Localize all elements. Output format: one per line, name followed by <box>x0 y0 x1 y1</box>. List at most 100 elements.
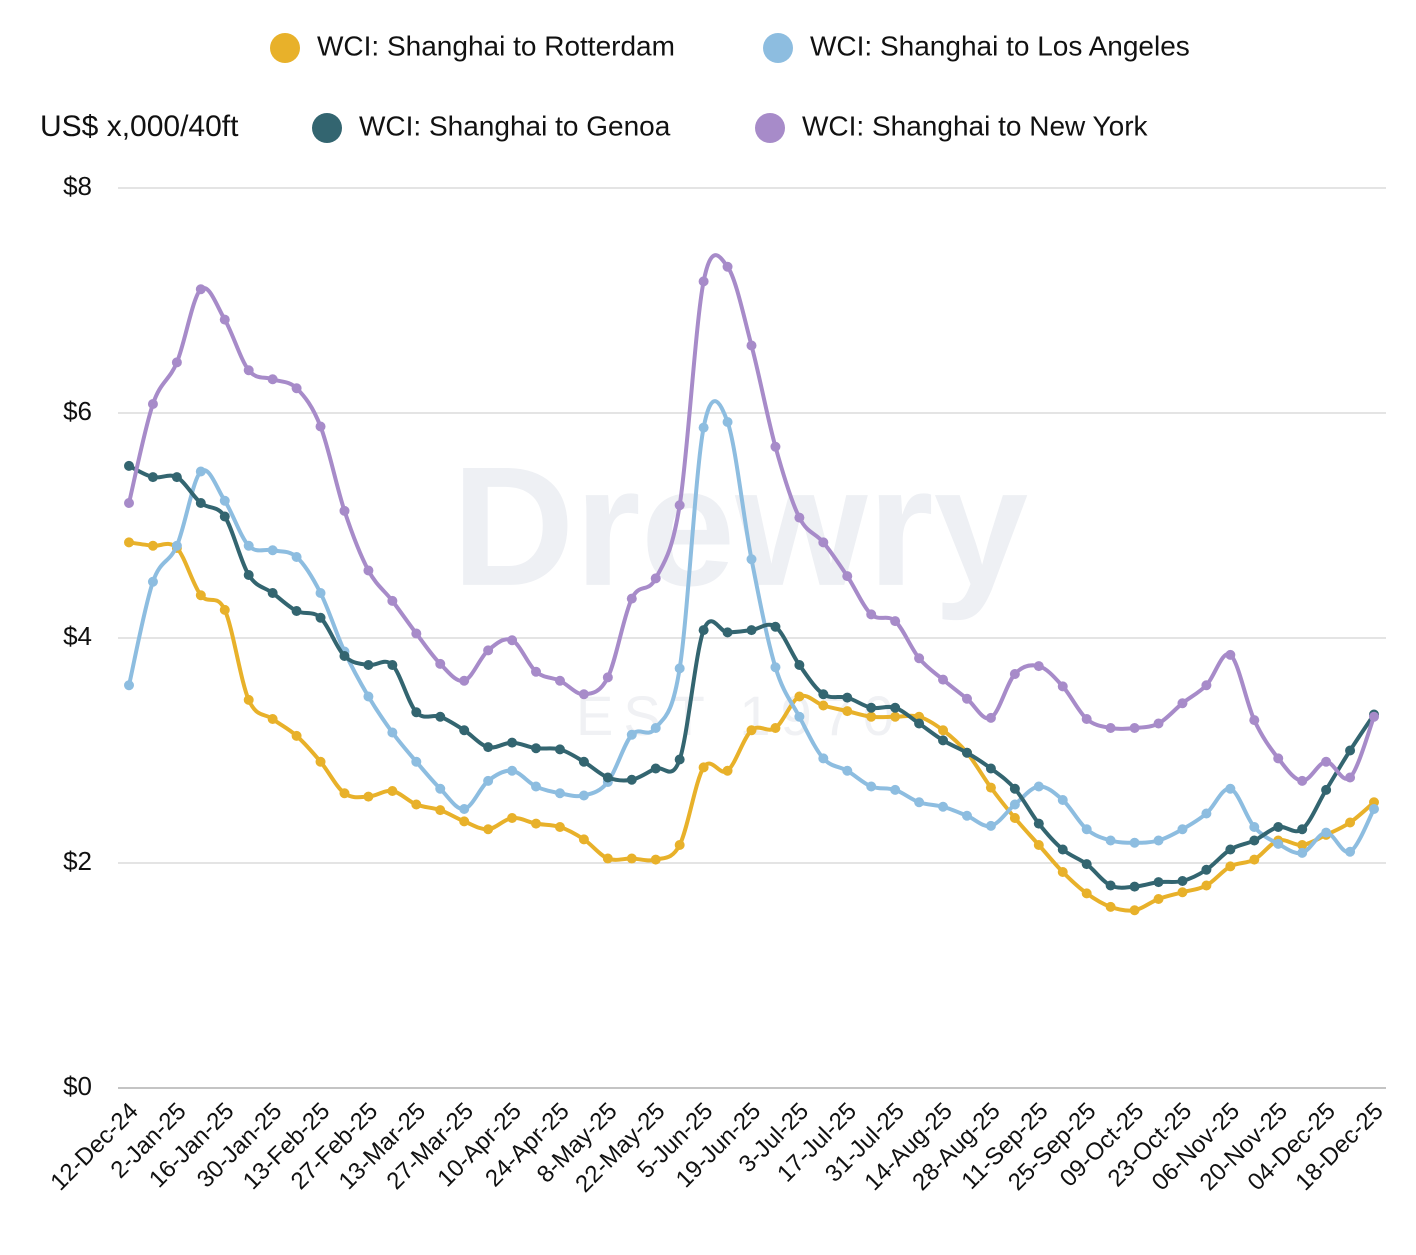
data-point <box>483 742 494 753</box>
data-point <box>1129 723 1140 733</box>
data-point <box>1201 880 1212 891</box>
data-point <box>1057 681 1068 692</box>
data-point <box>219 511 230 522</box>
data-point <box>1081 824 1092 835</box>
data-point <box>339 651 350 661</box>
data-point <box>698 762 709 773</box>
data-point <box>722 627 733 638</box>
data-point <box>914 653 925 664</box>
data-point <box>1297 824 1308 835</box>
data-point <box>1297 847 1308 858</box>
data-point <box>531 781 542 792</box>
legend-label: WCI: Shanghai to Rotterdam <box>317 30 675 61</box>
y-tick-label: $0 <box>63 1071 92 1101</box>
data-point <box>459 804 470 814</box>
data-point <box>1201 680 1212 691</box>
data-point <box>1177 824 1188 835</box>
y-tick-label: $8 <box>63 171 92 201</box>
data-point <box>1081 859 1092 870</box>
data-point <box>1297 775 1308 786</box>
data-point <box>1057 867 1068 877</box>
data-point <box>722 261 733 272</box>
data-point <box>411 756 422 767</box>
data-point <box>1033 818 1044 829</box>
data-point <box>938 674 949 685</box>
data-point <box>1081 888 1092 899</box>
data-point <box>243 570 254 580</box>
data-point <box>1177 887 1188 898</box>
y-axis-label: US$ x,000/40ft <box>40 110 239 143</box>
data-point <box>626 729 637 740</box>
data-point <box>866 711 877 722</box>
data-point <box>124 460 134 471</box>
data-point <box>578 790 589 801</box>
data-point <box>650 854 661 865</box>
data-point <box>914 797 925 808</box>
data-point <box>387 660 398 670</box>
data-point <box>147 399 158 409</box>
data-point <box>1129 837 1140 848</box>
data-point <box>985 820 996 831</box>
data-point <box>243 365 254 376</box>
data-point <box>411 799 422 810</box>
data-point <box>1177 698 1188 709</box>
data-point <box>1129 881 1140 892</box>
data-point <box>1249 715 1260 726</box>
data-point <box>291 552 302 562</box>
data-point <box>866 609 877 620</box>
data-point <box>842 706 853 717</box>
data-point <box>961 810 972 821</box>
data-point <box>267 714 278 724</box>
data-point <box>411 628 422 639</box>
data-point <box>195 590 206 601</box>
data-point <box>1297 840 1308 850</box>
data-point <box>124 680 134 691</box>
data-point <box>698 625 709 636</box>
data-point <box>842 765 853 776</box>
data-point <box>363 691 374 702</box>
data-point <box>507 737 518 748</box>
data-point <box>674 840 685 850</box>
data-point <box>1369 804 1379 814</box>
data-point <box>1249 835 1260 846</box>
data-point <box>746 554 757 565</box>
data-point <box>1225 649 1236 660</box>
data-point <box>1225 844 1236 855</box>
watermark: Drewry <box>452 432 1028 622</box>
data-point <box>483 645 494 656</box>
data-point <box>1177 876 1188 886</box>
data-point <box>459 675 470 686</box>
data-point <box>602 772 613 783</box>
data-point <box>578 834 589 845</box>
data-point <box>1009 783 1020 794</box>
data-point <box>195 466 206 477</box>
data-point <box>315 612 326 623</box>
legend-marker <box>763 33 793 63</box>
data-point <box>315 588 326 598</box>
legend-label: WCI: Shanghai to Los Angeles <box>810 30 1190 61</box>
data-point <box>1033 661 1044 672</box>
data-point <box>554 744 565 755</box>
y-tick-label: $4 <box>63 621 92 651</box>
data-point <box>602 672 613 683</box>
data-point <box>195 498 206 508</box>
data-point <box>147 540 158 551</box>
data-point <box>1153 835 1164 846</box>
data-point <box>914 718 925 729</box>
data-point <box>291 730 302 741</box>
data-point <box>866 781 877 792</box>
data-point <box>1345 817 1356 828</box>
data-point <box>746 340 757 351</box>
data-point <box>1345 745 1356 756</box>
data-point <box>554 822 565 832</box>
data-point <box>746 725 757 736</box>
data-point <box>1321 784 1332 795</box>
data-point <box>1057 795 1068 805</box>
data-point <box>770 441 781 452</box>
data-point <box>722 417 733 427</box>
data-point <box>1105 901 1116 912</box>
data-point <box>291 606 302 616</box>
data-point <box>339 788 350 799</box>
legend-marker <box>312 113 342 143</box>
